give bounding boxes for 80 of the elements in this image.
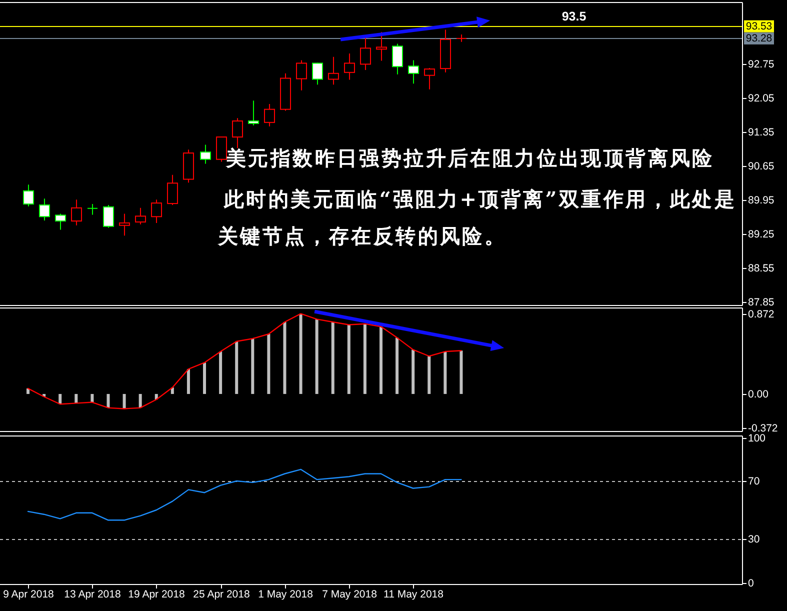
y-tick-label: 0.00 xyxy=(748,388,769,400)
bar xyxy=(299,314,302,394)
bar xyxy=(219,352,222,394)
annotation: 93.5 xyxy=(562,9,586,24)
bar xyxy=(315,319,318,394)
y-tick-label: 88.55 xyxy=(748,262,774,274)
x-tick-label: 13 Apr 2018 xyxy=(64,588,121,600)
bar xyxy=(267,334,270,394)
bar xyxy=(74,394,78,404)
y-tick-label: 92.05 xyxy=(748,92,774,104)
candlestick xyxy=(55,213,66,230)
y-tick-label: 89.95 xyxy=(748,194,774,206)
candlestick xyxy=(119,213,130,236)
y-tick-label: 0.872 xyxy=(748,308,774,320)
candlestick xyxy=(71,199,82,226)
line-series xyxy=(27,468,462,521)
x-tick-label: 1 May 2018 xyxy=(258,588,314,600)
bar xyxy=(90,394,94,402)
bar xyxy=(203,362,206,394)
bar xyxy=(444,352,447,394)
x-tick-label: 11 May 2018 xyxy=(384,588,444,600)
bar xyxy=(58,394,62,404)
x-tick-label: 25 Apr 2018 xyxy=(193,588,250,600)
bar xyxy=(363,324,366,394)
y-tick-label: 0 xyxy=(748,578,754,590)
candlestick xyxy=(424,68,435,90)
candlestick xyxy=(151,199,162,224)
candlestick xyxy=(232,118,243,149)
bar xyxy=(122,394,126,409)
candlestick xyxy=(344,52,355,80)
bar xyxy=(138,394,142,408)
candlestick xyxy=(167,174,178,206)
candlestick xyxy=(408,60,419,84)
candlestick xyxy=(328,56,339,86)
bar xyxy=(235,341,238,394)
candlestick xyxy=(103,204,114,228)
y-tick-label: 70 xyxy=(748,476,760,488)
bar xyxy=(186,369,190,394)
bar xyxy=(396,338,399,394)
bar xyxy=(251,338,254,394)
candlestick xyxy=(135,207,146,225)
bar xyxy=(428,356,431,394)
ref-line-label: 93.53 xyxy=(746,20,772,32)
candlestick xyxy=(360,36,371,71)
x-tick-label: 7 May 2018 xyxy=(322,588,378,600)
y-tick-label: 89.25 xyxy=(748,228,774,240)
y-tick-label: 90.65 xyxy=(748,160,774,172)
candlestick xyxy=(88,204,98,216)
y-tick-label: 100 xyxy=(748,432,766,444)
annotation: 此时的美元面临“强阻力+顶背离”双重作用，此处是 xyxy=(223,187,737,211)
annotation: 关键节点，存在反转的风险。 xyxy=(217,224,507,248)
candlestick xyxy=(39,198,50,222)
y-tick-label: 30 xyxy=(748,534,760,546)
y-tick-label: 91.35 xyxy=(748,126,774,138)
bar xyxy=(460,350,463,394)
annotation: 美元指数昨日强势拉升后在阻力位出现顶背离风险 xyxy=(225,146,714,170)
candlestick xyxy=(248,100,259,126)
bar xyxy=(331,322,334,394)
bar xyxy=(26,388,30,394)
y-tick-label: 92.75 xyxy=(748,58,774,70)
candlestick xyxy=(296,60,307,91)
ref-line-label: 93.28 xyxy=(746,32,772,44)
x-tick-label: 9 Apr 2018 xyxy=(3,588,54,600)
candlestick xyxy=(264,103,275,127)
candlestick xyxy=(216,136,227,162)
bar xyxy=(347,324,350,394)
candlestick xyxy=(200,144,211,164)
y-tick-label: 87.85 xyxy=(748,296,774,308)
candlestick xyxy=(312,62,323,86)
candlestick xyxy=(392,43,403,75)
bar xyxy=(283,322,286,394)
bar xyxy=(412,350,415,394)
bar xyxy=(380,326,382,394)
y-tick-label: -0.372 xyxy=(748,422,778,434)
candlestick xyxy=(23,184,34,207)
candlestick xyxy=(456,34,466,42)
bar xyxy=(106,394,110,408)
x-tick-label: 19 Apr 2018 xyxy=(128,588,185,600)
candlestick xyxy=(376,32,387,62)
line-series xyxy=(27,313,462,410)
